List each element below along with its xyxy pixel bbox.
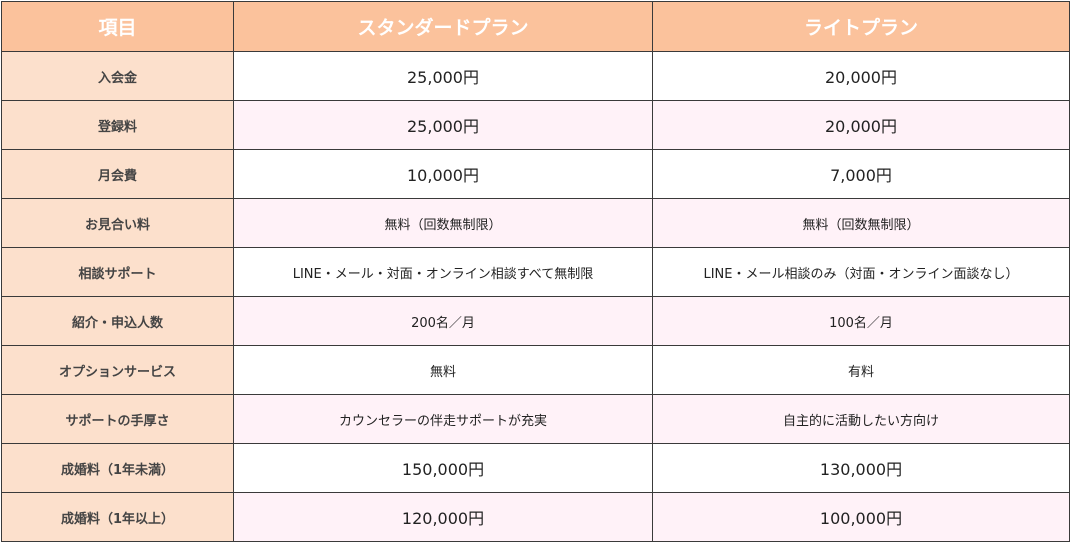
standard-plan-value: 120,000円 bbox=[233, 492, 653, 542]
table-row: 相談サポート LINE・メール・対面・オンライン相談すべて無制限 LINE・メール相… bbox=[1, 247, 1070, 297]
row-label: 成婚料（1年未満） bbox=[1, 443, 234, 493]
header-row: 項目 スタンダードプラン ライトプラン bbox=[1, 1, 1070, 52]
standard-plan-value: 無料（回数無制限） bbox=[233, 198, 653, 248]
light-plan-value: 100名／月 bbox=[652, 296, 1070, 346]
row-label: オプションサービス bbox=[1, 345, 234, 395]
row-label: サポートの手厚さ bbox=[1, 394, 234, 444]
table-row: 成婚料（1年未満） 150,000円 130,000円 bbox=[1, 443, 1070, 493]
table-row: 紹介・申込人数 200名／月 100名／月 bbox=[1, 296, 1070, 346]
header-standard-plan: スタンダードプラン bbox=[233, 1, 653, 52]
table-row: サポートの手厚さ カウンセラーの伴走サポートが充実 自主的に活動したい方向け bbox=[1, 394, 1070, 444]
standard-plan-value: 150,000円 bbox=[233, 443, 653, 493]
table-row: 登録料 25,000円 20,000円 bbox=[1, 100, 1070, 150]
table-row: 月会費 10,000円 7,000円 bbox=[1, 149, 1070, 199]
light-plan-value: 有料 bbox=[652, 345, 1070, 395]
row-label: 紹介・申込人数 bbox=[1, 296, 234, 346]
light-plan-value: 20,000円 bbox=[652, 51, 1070, 101]
header-light-plan: ライトプラン bbox=[652, 1, 1070, 52]
light-plan-value: 100,000円 bbox=[652, 492, 1070, 542]
row-label: 登録料 bbox=[1, 100, 234, 150]
table-row: お見合い料 無料（回数無制限） 無料（回数無制限） bbox=[1, 198, 1070, 248]
standard-plan-value: 25,000円 bbox=[233, 100, 653, 150]
row-label: 成婚料（1年以上） bbox=[1, 492, 234, 542]
standard-plan-value: LINE・メール・対面・オンライン相談すべて無制限 bbox=[233, 247, 653, 297]
header-item: 項目 bbox=[1, 1, 234, 52]
table-row: オプションサービス 無料 有料 bbox=[1, 345, 1070, 395]
table-row: 入会金 25,000円 20,000円 bbox=[1, 51, 1070, 101]
standard-plan-value: 25,000円 bbox=[233, 51, 653, 101]
standard-plan-value: 200名／月 bbox=[233, 296, 653, 346]
light-plan-value: 無料（回数無制限） bbox=[652, 198, 1070, 248]
standard-plan-value: 10,000円 bbox=[233, 149, 653, 199]
table-row: 成婚料（1年以上） 120,000円 100,000円 bbox=[1, 492, 1070, 542]
light-plan-value: LINE・メール相談のみ（対面・オンライン面談なし） bbox=[652, 247, 1070, 297]
standard-plan-value: 無料 bbox=[233, 345, 653, 395]
row-label: お見合い料 bbox=[1, 198, 234, 248]
row-label: 入会金 bbox=[1, 51, 234, 101]
standard-plan-value: カウンセラーの伴走サポートが充実 bbox=[233, 394, 653, 444]
light-plan-value: 130,000円 bbox=[652, 443, 1070, 493]
light-plan-value: 20,000円 bbox=[652, 100, 1070, 150]
light-plan-value: 自主的に活動したい方向け bbox=[652, 394, 1070, 444]
light-plan-value: 7,000円 bbox=[652, 149, 1070, 199]
row-label: 月会費 bbox=[1, 149, 234, 199]
row-label: 相談サポート bbox=[1, 247, 234, 297]
